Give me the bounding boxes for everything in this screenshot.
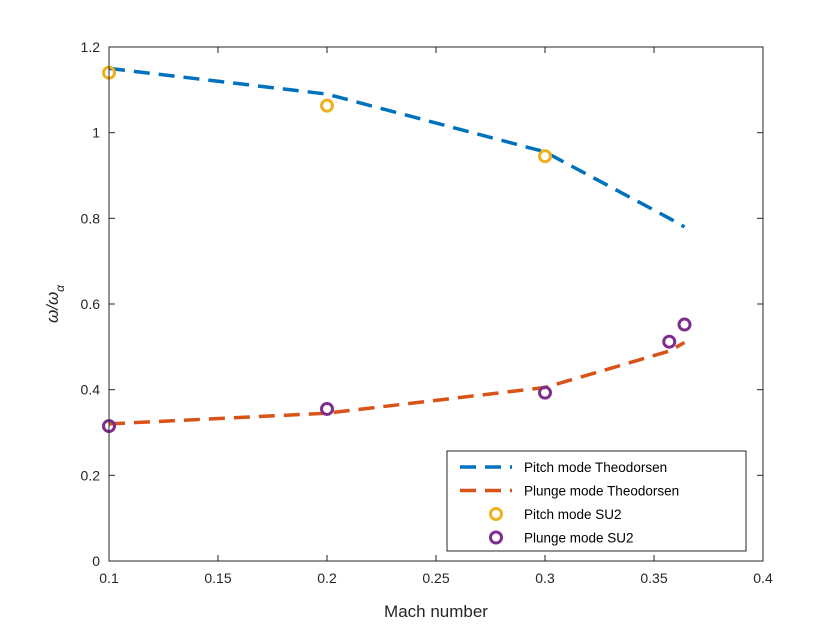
y-tick-label: 0.2: [81, 467, 101, 483]
legend-label: Plunge mode SU2: [524, 531, 634, 546]
data-point: [662, 334, 677, 349]
y-tick-label: 1.2: [81, 39, 101, 55]
y-tick-label: 0.8: [81, 210, 101, 226]
legend-swatch-marker: [489, 530, 503, 545]
x-tick-label: 0.15: [204, 570, 231, 586]
data-point: [538, 149, 552, 164]
legend-swatch-marker: [489, 507, 503, 521]
x-tick-label: 0.4: [753, 570, 773, 586]
y-axis-title-main: ω/ω: [43, 292, 62, 323]
data-point: [320, 401, 334, 416]
data-point: [538, 385, 552, 400]
legend[interactable]: Pitch mode Theodorsen Plunge mode Theodor…: [446, 450, 747, 552]
x-axis-title: Mach number: [384, 602, 488, 621]
x-tick-label: 0.35: [640, 570, 667, 586]
legend-label: Pitch mode Theodorsen: [524, 460, 667, 475]
y-axis-title-subscript: α: [53, 284, 67, 292]
x-tick-label: 0.25: [422, 570, 449, 586]
legend-label: Pitch mode SU2: [524, 507, 622, 522]
y-axis-title: ω/ωα: [43, 284, 67, 323]
y-tick-label: 1: [92, 125, 100, 141]
data-point: [320, 98, 334, 113]
legend-label: Plunge mode Theodorsen: [524, 484, 679, 499]
y-tick-label: 0: [92, 553, 100, 569]
data-point: [677, 317, 692, 332]
y-tick-label: 0.6: [81, 296, 101, 312]
x-tick-label: 0.3: [535, 570, 555, 586]
x-tick-label: 0.2: [317, 570, 337, 586]
y-tick-label: 0.4: [81, 382, 101, 398]
tick-labels: 0.1 0.15 0.2 0.25 0.3 0.35 0.4 0 0.2 0.4 0.6 0.8 1 1.…: [81, 39, 773, 586]
x-tick-label: 0.1: [99, 570, 119, 586]
axes-box: [108, 46, 764, 562]
